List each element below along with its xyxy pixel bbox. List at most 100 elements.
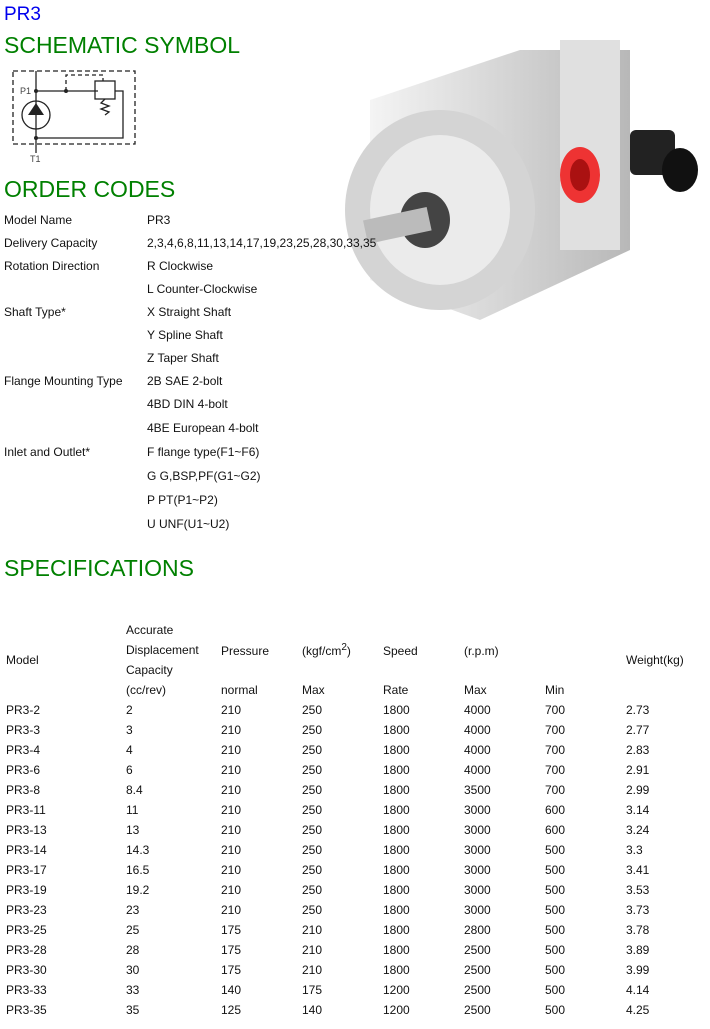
table-cell: 210 [221, 803, 242, 817]
table-cell: 700 [545, 723, 566, 737]
table-cell: 25 [126, 923, 140, 937]
specifications-table: Accurate Model Displacement Pressure (kgf/c… [4, 620, 704, 1020]
header-subunit: Max [302, 683, 325, 697]
schematic-symbol: P1 T1 [12, 70, 136, 164]
table-cell: PR3-28 [6, 943, 47, 957]
table-cell: 210 [221, 823, 242, 837]
header-speed: Speed [383, 644, 418, 658]
table-row: PR3-13 13 210 250 1800 3000 600 3.24 [4, 820, 704, 840]
header-rpm: (r.p.m) [464, 644, 499, 658]
table-cell: PR3-19 [6, 883, 47, 897]
table-cell: 3 [126, 723, 133, 737]
table-row: PR3-17 16.5 210 250 1800 3000 500 3.41 [4, 860, 704, 880]
order-code-key: Inlet and Outlet* [4, 445, 91, 459]
table-cell: 700 [545, 763, 566, 777]
order-code-value: F flange type(F1~F6) [147, 445, 260, 459]
table-cell: 3.78 [626, 923, 650, 937]
table-cell: 2800 [464, 923, 491, 937]
table-cell: 2 [126, 703, 133, 717]
table-cell: PR3-30 [6, 963, 47, 977]
table-cell: 3500 [464, 783, 491, 797]
table-cell: 1800 [383, 723, 410, 737]
table-cell: 2.91 [626, 763, 650, 777]
table-cell: 1800 [383, 743, 410, 757]
t1-label: T1 [30, 154, 41, 164]
table-cell: 4000 [464, 723, 491, 737]
table-cell: 210 [221, 863, 242, 877]
table-cell: 500 [545, 863, 566, 877]
table-cell: 3.99 [626, 963, 650, 977]
table-cell: 210 [302, 963, 323, 977]
table-cell: 250 [302, 903, 323, 917]
table-cell: 1800 [383, 883, 410, 897]
table-cell: 210 [221, 723, 242, 737]
table-cell: 250 [302, 803, 323, 817]
order-code-value: L Counter-Clockwise [147, 282, 258, 296]
table-row: PR3-2 2 210 250 1800 4000 700 2.73 [4, 700, 704, 720]
table-cell: 1200 [383, 983, 410, 997]
table-cell: 700 [545, 743, 566, 757]
table-cell: 600 [545, 823, 566, 837]
table-cell: 19.2 [126, 883, 150, 897]
table-cell: 3000 [464, 803, 491, 817]
header-capacity: Capacity [126, 663, 173, 677]
table-cell: 3000 [464, 903, 491, 917]
order-code-value: Y Spline Shaft [147, 328, 223, 342]
order-code-value: PR3 [147, 213, 171, 227]
table-cell: PR3-3 [6, 723, 41, 737]
table-cell: 500 [545, 843, 566, 857]
table-cell: 28 [126, 943, 140, 957]
table-cell: 14.3 [126, 843, 150, 857]
table-cell: 210 [221, 783, 242, 797]
table-cell: 250 [302, 703, 323, 717]
table-cell: 1200 [383, 1003, 410, 1017]
table-cell: PR3-33 [6, 983, 47, 997]
table-cell: 125 [221, 1003, 242, 1017]
table-cell: 23 [126, 903, 140, 917]
table-cell: 250 [302, 763, 323, 777]
table-cell: 16.5 [126, 863, 150, 877]
table-cell: 4000 [464, 743, 491, 757]
header-displacement: Displacement [126, 643, 199, 657]
order-code-value: Z Taper Shaft [147, 351, 219, 365]
table-cell: 600 [545, 803, 566, 817]
table-cell: PR3-17 [6, 863, 47, 877]
table-cell: 2.77 [626, 723, 650, 737]
table-row: PR3-8 8.4 210 250 1800 3500 700 2.99 [4, 780, 704, 800]
table-cell: 140 [302, 1003, 323, 1017]
schematic-heading: SCHEMATIC SYMBOL [4, 32, 240, 58]
order-code-value: 4BE European 4-bolt [147, 421, 259, 435]
table-row: PR3-3 3 210 250 1800 4000 700 2.77 [4, 720, 704, 740]
header-subunit: Rate [383, 683, 409, 697]
table-cell: PR3-6 [6, 763, 41, 777]
table-cell: 1800 [383, 803, 410, 817]
header-subunit: normal [221, 683, 258, 697]
table-cell: 175 [302, 983, 323, 997]
table-cell: 140 [221, 983, 242, 997]
table-cell: 3000 [464, 823, 491, 837]
table-cell: 250 [302, 743, 323, 757]
table-row: PR3-25 25 175 210 1800 2800 500 3.78 [4, 920, 704, 940]
table-cell: 4000 [464, 763, 491, 777]
table-cell: 1800 [383, 823, 410, 837]
order-code-value: G G,BSP,PF(G1~G2) [147, 469, 261, 483]
table-cell: 250 [302, 863, 323, 877]
order-code-key: Model Name [4, 213, 73, 227]
table-cell: 700 [545, 703, 566, 717]
order-codes-heading: ORDER CODES [4, 176, 176, 202]
header-accurate: Accurate [126, 623, 174, 637]
table-row: PR3-19 19.2 210 250 1800 3000 500 3.53 [4, 880, 704, 900]
table-cell: 4.25 [626, 1003, 650, 1017]
table-cell: 3.24 [626, 823, 650, 837]
order-code-key: Flange Mounting Type [4, 374, 123, 388]
table-cell: PR3-4 [6, 743, 41, 757]
table-cell: 3000 [464, 863, 491, 877]
table-cell: 210 [221, 703, 242, 717]
header-model: Model [6, 653, 39, 667]
table-cell: 2.73 [626, 703, 650, 717]
table-cell: PR3-25 [6, 923, 47, 937]
table-row: PR3-30 30 175 210 1800 2500 500 3.99 [4, 960, 704, 980]
table-cell: 500 [545, 903, 566, 917]
table-cell: 175 [221, 963, 242, 977]
table-cell: 250 [302, 843, 323, 857]
